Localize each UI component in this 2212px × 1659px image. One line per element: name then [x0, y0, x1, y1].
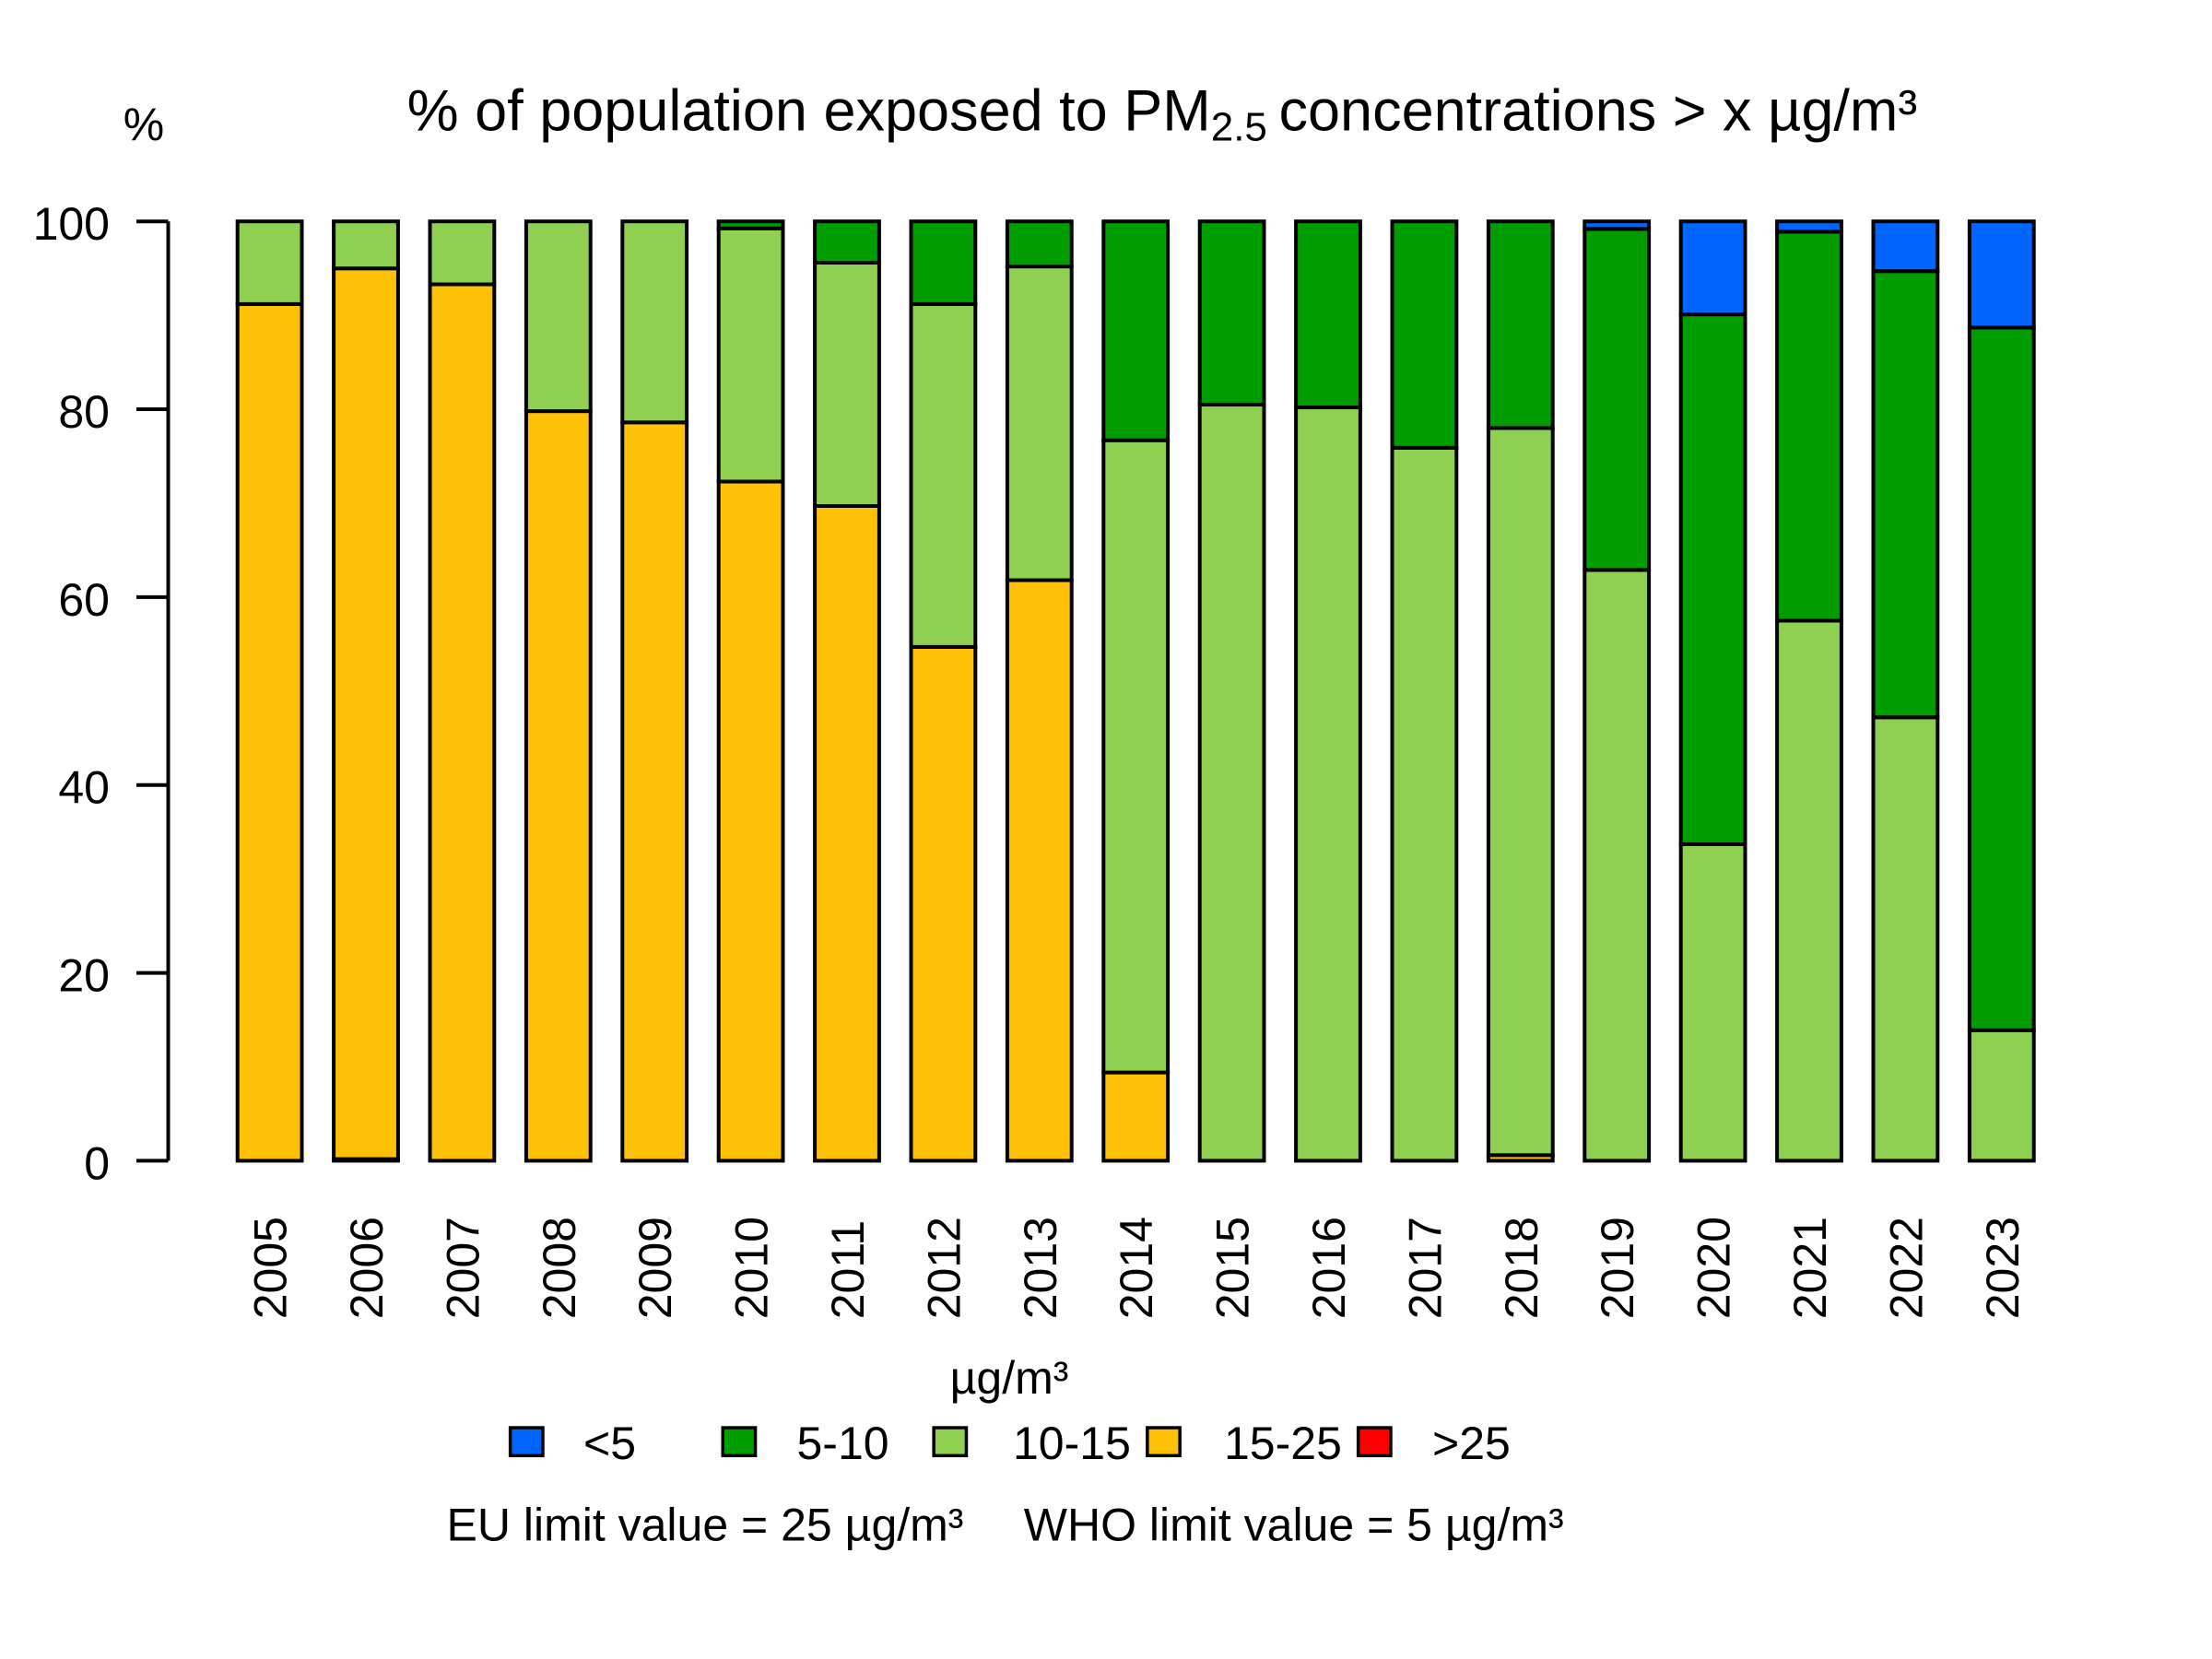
- svg-text:µg/m³: µg/m³: [950, 1352, 1069, 1404]
- svg-text:%: %: [124, 99, 164, 150]
- svg-text:2023: 2023: [1977, 1217, 2029, 1319]
- svg-text:2007: 2007: [437, 1217, 488, 1319]
- svg-text:2019: 2019: [1592, 1217, 1643, 1319]
- svg-text:2012: 2012: [918, 1217, 970, 1319]
- svg-text:<5: <5: [583, 1418, 636, 1469]
- svg-text:80: 80: [58, 386, 110, 438]
- svg-text:0: 0: [84, 1137, 110, 1189]
- svg-text:EU limit value = 25 µg/m³: EU limit value = 25 µg/m³: [447, 1499, 964, 1550]
- svg-text:>25: >25: [1432, 1418, 1511, 1469]
- svg-text:2016: 2016: [1303, 1217, 1355, 1319]
- svg-text:2009: 2009: [629, 1217, 681, 1319]
- svg-text:20: 20: [58, 950, 110, 1002]
- svg-text:2015: 2015: [1207, 1217, 1259, 1319]
- svg-text:2005: 2005: [245, 1217, 297, 1319]
- svg-text:2006: 2006: [341, 1217, 393, 1319]
- svg-text:WHO limit value = 5 µg/m³: WHO limit value = 5 µg/m³: [1024, 1499, 1564, 1550]
- svg-text:5-10: 5-10: [797, 1418, 889, 1469]
- svg-text:60: 60: [58, 574, 110, 626]
- svg-text:2008: 2008: [534, 1217, 585, 1319]
- svg-text:2010: 2010: [726, 1217, 778, 1319]
- svg-text:100: 100: [33, 198, 110, 250]
- svg-text:2017: 2017: [1399, 1217, 1451, 1319]
- svg-text:% of population exposed to PM2: % of population exposed to PM2.5 concent…: [407, 79, 1918, 150]
- svg-text:2020: 2020: [1688, 1217, 1740, 1319]
- svg-text:2021: 2021: [1784, 1217, 1836, 1319]
- svg-text:15-25: 15-25: [1224, 1418, 1342, 1469]
- svg-text:40: 40: [58, 762, 110, 814]
- svg-text:2022: 2022: [1880, 1217, 1932, 1319]
- svg-text:2011: 2011: [822, 1220, 874, 1320]
- svg-text:2018: 2018: [1496, 1217, 1547, 1319]
- svg-text:2014: 2014: [1111, 1217, 1162, 1319]
- svg-text:10-15: 10-15: [1013, 1418, 1131, 1469]
- svg-text:2013: 2013: [1015, 1217, 1066, 1319]
